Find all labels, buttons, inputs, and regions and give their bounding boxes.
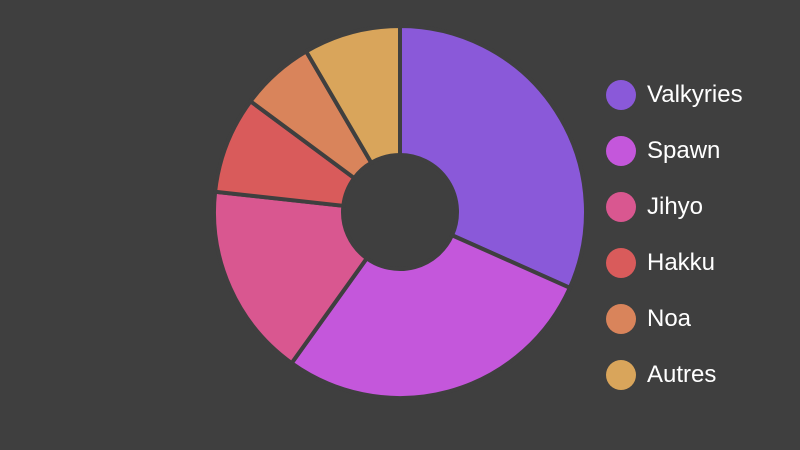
slice-jihyo [212, 189, 370, 366]
legend-label: Valkyries [647, 81, 743, 108]
legend-item-jihyo: Jihyo [606, 179, 743, 235]
legend-swatch [606, 248, 636, 278]
slice-spawn [288, 232, 573, 400]
legend-swatch [606, 192, 636, 222]
legend-label: Noa [647, 305, 692, 332]
legend-label: Spawn [647, 137, 721, 164]
legend-label: Autres [647, 361, 717, 388]
legend-item-noa: Noa [606, 291, 743, 347]
legend-swatch [606, 80, 636, 110]
legend-swatch [606, 360, 636, 390]
legend-item-hakku: Hakku [606, 235, 743, 291]
legend-item-spawn: Spawn [606, 123, 743, 179]
legend-swatch [606, 304, 636, 334]
legend-swatch [606, 136, 636, 166]
slice-autres [303, 23, 402, 166]
legend-label: Hakku [647, 249, 716, 276]
legend-item-autres: Autres [606, 347, 743, 403]
slice-valkyries [398, 23, 588, 291]
legend-label: Jihyo [647, 193, 704, 220]
legend: Valkyries Spawn Jihyo Hakku Noa Autres [606, 67, 743, 403]
legend-item-valkyries: Valkyries [606, 67, 743, 123]
